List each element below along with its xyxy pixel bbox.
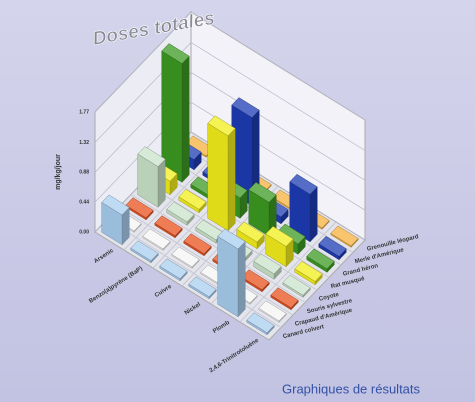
bar-top xyxy=(161,43,190,64)
bar-front xyxy=(217,236,239,318)
bar-top xyxy=(154,215,183,237)
x-tick-label: 2,4,6-Trinitrotoluène xyxy=(209,338,261,375)
x-tick-label: Benzo(a)pyrène (BaP) xyxy=(88,266,144,305)
x-tick-label: Cuivre xyxy=(154,284,173,300)
floor-line xyxy=(106,219,282,328)
bar-top xyxy=(130,240,159,262)
bar-top xyxy=(101,194,130,216)
bar-top xyxy=(183,233,212,255)
bar-top xyxy=(258,300,287,322)
bar-side xyxy=(157,158,166,208)
bar-top xyxy=(270,287,299,309)
y-tick-label: 1.32 xyxy=(79,140,89,146)
bar-top xyxy=(159,258,188,280)
floor-line xyxy=(154,169,330,278)
bar-side xyxy=(181,55,190,183)
bar-top xyxy=(318,236,347,257)
bar-top xyxy=(294,261,323,282)
legend-label: Grand héron xyxy=(342,263,379,278)
legend-label: Merle d'Amérique xyxy=(354,247,405,265)
bar-top xyxy=(306,248,335,270)
bar-side xyxy=(309,186,318,243)
y-tick-label: 0.88 xyxy=(79,170,89,176)
y-tick-label: 1.77 xyxy=(79,109,89,115)
bar-top xyxy=(330,225,359,247)
bar-top xyxy=(217,228,246,250)
bar-top xyxy=(241,269,270,291)
bar-side xyxy=(237,241,246,318)
bar-top xyxy=(231,97,260,118)
bar-top xyxy=(282,274,311,296)
bar-top xyxy=(137,146,166,167)
x-tick-label: Plomb xyxy=(212,320,231,335)
grid-line xyxy=(94,42,366,151)
bar-top xyxy=(125,197,154,219)
caption: Graphiques de résultats xyxy=(282,381,421,396)
bar-top xyxy=(178,189,207,210)
grid-line xyxy=(94,71,366,181)
y-tick-label: 0.00 xyxy=(79,229,89,235)
bar-top xyxy=(171,246,200,268)
bar-top xyxy=(166,201,195,223)
bar-side xyxy=(227,127,236,232)
bar-top xyxy=(188,276,217,298)
bar-top xyxy=(253,253,282,275)
grid-line xyxy=(94,101,366,211)
legend-label: Coyote xyxy=(318,292,340,303)
grid-line xyxy=(94,11,366,121)
legend-label: Rat musqué xyxy=(330,276,365,290)
bar-top xyxy=(207,115,236,137)
bar-top xyxy=(246,312,275,334)
y-tick-label: 0.44 xyxy=(79,199,89,205)
bar-top xyxy=(236,221,265,243)
legend-label: Canard colvert xyxy=(282,324,324,340)
bar-top xyxy=(142,228,171,250)
bar-front xyxy=(207,122,229,232)
bar-top xyxy=(289,173,318,195)
bar-top xyxy=(248,182,277,203)
y-axis-label: mg/kg/jour xyxy=(55,154,62,190)
x-tick-label: Arsenic xyxy=(93,248,115,265)
x-tick-label: Nickel xyxy=(184,302,202,317)
bar-top xyxy=(265,226,294,247)
floor-line xyxy=(118,206,294,316)
